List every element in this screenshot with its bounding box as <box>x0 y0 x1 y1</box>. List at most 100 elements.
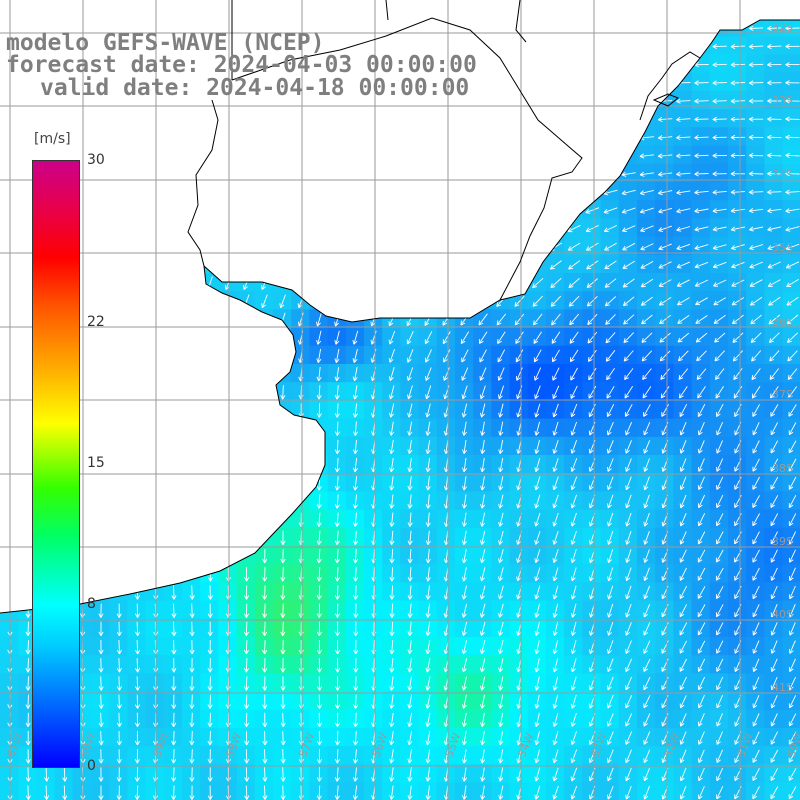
wind-speed-cell <box>309 564 329 583</box>
wind-arrow <box>730 171 745 177</box>
wind-arrow <box>460 331 470 344</box>
wind-speed-cell <box>491 345 511 365</box>
wind-arrow <box>786 296 799 306</box>
wind-arrow <box>461 439 468 454</box>
wind-speed-cell <box>709 509 729 529</box>
wind-speed-cell <box>709 764 729 784</box>
wind-speed-cell <box>546 637 565 656</box>
wind-speed-cell <box>254 291 274 310</box>
wind-speed-cell <box>455 637 474 656</box>
wind-speed-cell <box>91 637 110 656</box>
wind-speed-cell <box>618 327 638 347</box>
wind-arrow <box>461 421 467 436</box>
wind-speed-cell <box>582 145 602 165</box>
wind-speed-cell <box>309 691 329 711</box>
wind-speed-cell <box>400 491 420 511</box>
wind-speed-cell <box>345 564 365 583</box>
wind-speed-cell <box>564 728 583 747</box>
wind-speed-cell <box>455 309 474 329</box>
wind-speed-cell <box>218 145 238 165</box>
wind-speed-cell <box>782 291 800 310</box>
wind-speed-cell <box>273 455 292 474</box>
wind-speed-cell <box>327 218 347 238</box>
wind-arrow <box>407 567 413 582</box>
wind-arrow <box>696 350 707 362</box>
wind-arrow <box>730 116 746 122</box>
wind-speed-cell <box>527 54 547 74</box>
wind-arrow <box>549 260 562 270</box>
wind-speed-cell <box>127 673 147 693</box>
wind-arrow <box>751 386 761 399</box>
wind-speed-cell <box>418 400 438 420</box>
wind-speed-cell <box>345 746 365 765</box>
wind-speed-cell <box>400 709 420 729</box>
wind-arrow <box>679 531 687 545</box>
wind-speed-cell <box>473 291 492 310</box>
wind-speed-cell <box>473 254 492 274</box>
wind-speed-cell <box>127 546 147 565</box>
wind-arrow <box>643 549 650 563</box>
wind-speed-cell <box>182 291 201 310</box>
wind-arrow <box>625 494 632 509</box>
wind-arrow <box>461 549 467 564</box>
wind-speed-cell <box>400 637 420 656</box>
wind-arrow <box>786 314 799 325</box>
wind-speed-cell <box>163 418 183 438</box>
wind-arrow <box>752 404 760 417</box>
wind-arrow <box>603 207 618 214</box>
wind-speed-cell <box>728 527 747 547</box>
wind-speed-cell <box>327 345 347 365</box>
wind-arrow <box>280 548 286 564</box>
wind-arrow <box>316 512 322 527</box>
wind-speed-cell <box>127 436 147 456</box>
wind-arrow <box>715 567 724 581</box>
wind-speed-cell <box>546 364 565 383</box>
wind-speed-cell <box>509 473 529 492</box>
wind-speed-cell <box>327 400 347 420</box>
wind-arrow <box>552 367 560 381</box>
wind-speed-cell <box>546 109 565 128</box>
latitude-label: 39S <box>772 535 793 548</box>
wind-speed-cell <box>436 20 456 37</box>
wind-arrow <box>659 332 671 343</box>
wind-arrow <box>534 567 541 582</box>
wind-arrow <box>334 348 340 363</box>
wind-speed-cell <box>691 673 711 693</box>
wind-speed-cell <box>509 546 529 565</box>
wind-speed-cell <box>418 491 438 511</box>
wind-speed-cell <box>564 54 583 74</box>
wind-arrow <box>352 403 358 418</box>
wind-speed-cell <box>709 436 729 456</box>
wind-speed-cell <box>254 436 274 456</box>
wind-speed-cell <box>764 345 784 365</box>
wind-speed-cell <box>582 72 602 92</box>
wind-speed-cell <box>327 600 347 620</box>
wind-arrow <box>658 190 673 196</box>
wind-speed-cell <box>382 327 401 347</box>
wind-speed-cell <box>564 709 583 729</box>
wind-speed-cell <box>200 728 219 747</box>
wind-speed-cell <box>455 673 474 693</box>
wind-speed-cell <box>509 618 529 638</box>
wind-speed-cell <box>127 382 147 401</box>
wind-speed-cell <box>273 691 292 711</box>
wind-speed-cell <box>127 691 147 711</box>
wind-speed-cell <box>291 764 310 784</box>
wind-speed-cell <box>182 400 201 420</box>
wind-arrow <box>622 278 635 288</box>
wind-speed-cell <box>582 400 602 420</box>
wind-speed-cell <box>600 546 620 565</box>
wind-speed-cell <box>728 54 747 74</box>
wind-speed-cell <box>309 728 329 747</box>
wind-speed-cell <box>764 163 784 183</box>
wind-speed-cell <box>600 72 620 92</box>
wind-speed-cell <box>273 618 292 638</box>
wind-speed-cell <box>182 728 201 747</box>
wind-speed-cell <box>491 455 511 474</box>
wind-speed-cell <box>291 509 310 529</box>
wind-speed-cell <box>655 54 674 74</box>
wind-speed-cell <box>127 709 147 729</box>
wind-speed-cell <box>527 200 547 219</box>
wind-speed-cell <box>200 637 219 656</box>
wind-speed-cell <box>600 273 620 292</box>
